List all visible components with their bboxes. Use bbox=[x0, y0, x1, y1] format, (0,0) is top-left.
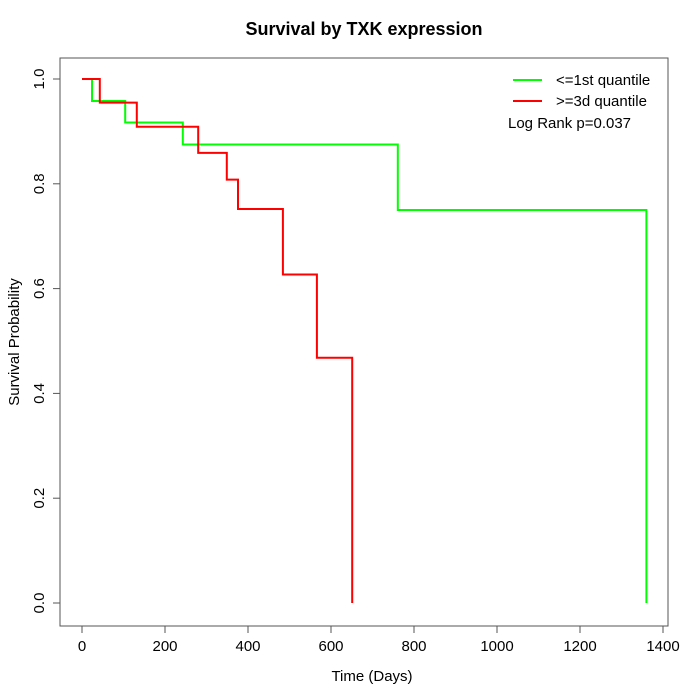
x-tick-label: 0 bbox=[78, 638, 86, 655]
y-tick-label: 0.6 bbox=[31, 278, 48, 299]
y-tick-label: 0.8 bbox=[31, 173, 48, 194]
y-tick-label: 0.4 bbox=[31, 383, 48, 404]
legend-label-first-quantile: <=1st quantile bbox=[556, 72, 650, 89]
survival-curves bbox=[82, 78, 648, 603]
y-tick-label: 1.0 bbox=[31, 69, 48, 90]
survival-curve-0 bbox=[82, 78, 648, 603]
y-tick-label: 0.2 bbox=[31, 488, 48, 509]
y-axis: 0.0 0.2 0.4 0.6 0.8 1.0 bbox=[31, 69, 60, 614]
y-tick-label: 0.0 bbox=[31, 593, 48, 614]
plot-box bbox=[59, 57, 669, 627]
x-tick-label: 1400 bbox=[646, 638, 679, 655]
x-tick-label: 400 bbox=[235, 638, 260, 655]
y-axis-label: Survival Probability bbox=[6, 278, 23, 406]
x-tick-label: 800 bbox=[401, 638, 426, 655]
x-tick-label: 1200 bbox=[563, 638, 596, 655]
chart-title: Survival by TXK expression bbox=[245, 19, 482, 39]
survival-curve-1 bbox=[82, 78, 354, 603]
x-axis: 0 200 400 600 800 1000 1200 1400 bbox=[78, 626, 680, 655]
legend-label-third-quantile: >=3d quantile bbox=[556, 93, 647, 110]
log-rank-pvalue: Log Rank p=0.037 bbox=[508, 115, 631, 132]
x-tick-label: 200 bbox=[152, 638, 177, 655]
legend: <=1st quantile >=3d quantile Log Rank p=… bbox=[508, 72, 650, 132]
x-tick-label: 1000 bbox=[480, 638, 513, 655]
x-tick-label: 600 bbox=[318, 638, 343, 655]
x-axis-label: Time (Days) bbox=[331, 668, 412, 685]
